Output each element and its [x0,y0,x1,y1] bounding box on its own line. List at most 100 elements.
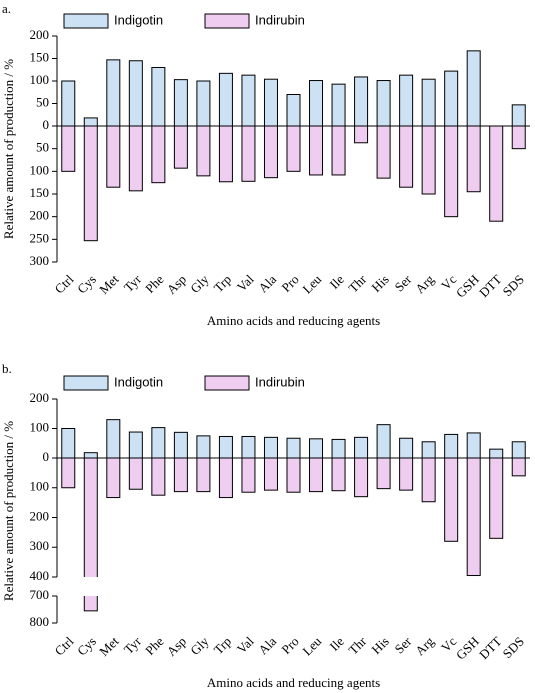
bar [106,457,121,499]
bar [106,125,121,188]
y-axis-title: Relative amount of production / % [1,421,16,601]
bar [173,457,188,493]
bar [354,436,369,459]
bar [354,457,369,498]
x-tick-label: Ala [255,633,279,657]
panel-label: a. [2,1,11,16]
bar [286,125,301,172]
x-tick-label: Gly [187,633,212,658]
bar [83,125,98,242]
bar [61,80,76,127]
bar [399,74,414,127]
y-tick-label: 100 [30,72,50,87]
bar [489,125,504,222]
y2-tick-label: 800 [30,614,50,629]
bar [61,125,76,172]
bar [196,457,211,493]
x-tick-label: Leu [299,271,324,296]
x-tick-label: Val [234,633,257,656]
x-tick-label: Pro [278,272,301,295]
x-tick-label: Ile [326,633,346,653]
bar [151,125,166,184]
x-tick-label: Met [96,271,122,297]
legend-label: Indigotin [114,12,163,27]
bar [444,457,459,542]
bar [263,436,278,459]
bar [263,457,278,491]
x-tick-label: GSH [453,272,482,301]
bar [466,432,481,459]
bar [421,78,436,127]
bar [241,125,256,182]
bar [61,457,76,489]
bar [444,433,459,459]
x-tick-label: His [368,634,391,657]
y-tick-label: 0 [43,449,50,464]
x-tick-label: SDS [499,634,526,661]
y2-tick-label: 100 [30,162,50,177]
bar [241,74,256,127]
bar [421,441,436,459]
x-tick-label: Ala [255,271,279,295]
bar [511,441,526,459]
legend-swatch [204,375,250,391]
x-tick-label: DTT [476,272,505,301]
bar [354,125,369,144]
bar [376,125,391,179]
bar [286,94,301,127]
bar [286,437,301,459]
bar [309,125,324,176]
bar [83,117,98,127]
bar [399,457,414,491]
bar [511,125,526,150]
x-tick-label: Trp [211,272,235,296]
y2-tick-label: 700 [30,587,50,602]
bar [511,457,526,477]
bar [421,125,436,195]
x-tick-label: DTT [476,634,505,663]
bar [376,424,391,459]
bar [196,435,211,459]
x-tick-label: GSH [453,634,482,663]
bar [444,125,459,218]
x-tick-label: Val [234,271,257,294]
bar [83,452,98,459]
bar [173,125,188,169]
y2-tick-label: 250 [30,230,50,245]
y2-tick-label: 400 [30,568,50,583]
x-tick-label: Asp [164,272,189,297]
bar [151,67,166,127]
bar [331,125,346,176]
legend-label: Indigotin [114,374,163,389]
bar [128,457,143,490]
y2-tick-label: 200 [30,208,50,223]
bar [263,125,278,179]
bar [263,78,278,127]
x-tick-label: Ile [326,271,346,291]
y2-tick-label: 50 [36,140,49,155]
legend-swatch [63,13,109,29]
x-tick-label: Leu [299,633,324,658]
bar [376,80,391,127]
bar [309,457,324,493]
bar [241,435,256,459]
bar [241,457,256,493]
x-tick-label: Tyr [121,271,145,295]
x-tick-label: Arg [412,271,437,296]
x-tick-label: His [368,272,391,295]
bar [489,457,504,539]
bar [106,59,121,127]
x-axis-title: Amino acids and reducing agents [207,675,380,690]
y-tick-label: 150 [30,49,50,64]
y2-tick-label: 200 [30,508,50,523]
bar [466,125,481,193]
bar [196,125,211,177]
y2-tick-label: 100 [30,479,50,494]
legend-swatch [204,13,250,29]
panel-label: b. [2,361,12,376]
bar [444,70,459,127]
y-tick-label: 0 [43,117,50,132]
bar [106,419,121,459]
bar [218,435,233,459]
bar [399,125,414,188]
